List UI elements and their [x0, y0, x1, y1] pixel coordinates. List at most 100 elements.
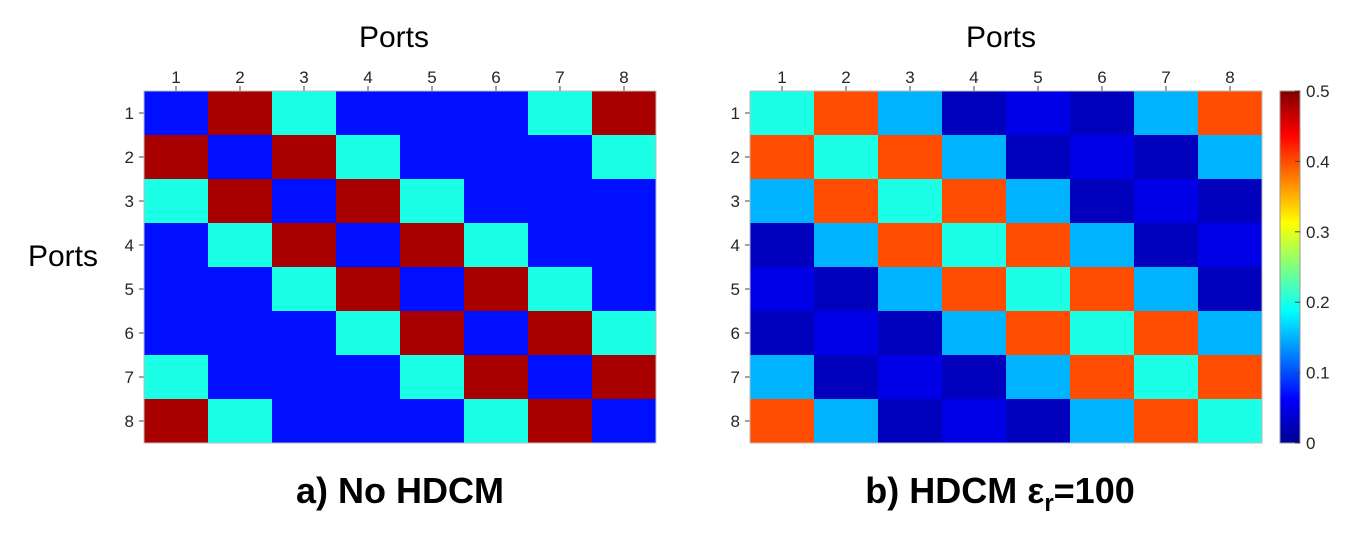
panel-a-cell-r4-c2 — [208, 223, 273, 268]
panel-b-y-tick-3: 3 — [731, 192, 740, 211]
panel-a-cell-r6-c7 — [528, 311, 593, 356]
panel-b-cell-r6-c2 — [814, 311, 879, 356]
panel-b-cell-r8-c8 — [1198, 399, 1263, 444]
panel-a-cell-r7-c4 — [336, 355, 401, 400]
panel-a-cell-r7-c5 — [400, 355, 465, 400]
panel-b-cell-r8-c2 — [814, 399, 879, 444]
panel-b-cell-r6-c6 — [1070, 311, 1135, 356]
panel-a-cell-r7-c1 — [144, 355, 209, 400]
panel-b-cell-r7-c4 — [942, 355, 1007, 400]
panel-a-x-tick-8: 8 — [619, 68, 628, 87]
panel-a-cell-r1-c8 — [592, 91, 657, 136]
panel-b-x-ticks: 1 2 3 4 5 6 7 8 — [777, 68, 1235, 91]
panel-b-x-tick-6: 6 — [1097, 68, 1106, 87]
panel-a-cell-r5-c4 — [336, 267, 401, 312]
panel-a-y-tick-7: 7 — [125, 368, 134, 387]
panel-a-y-tick-5: 5 — [125, 280, 134, 299]
panel-b-cell-r1-c6 — [1070, 91, 1135, 136]
panel-a-cell-r2-c5 — [400, 135, 465, 180]
panel-b-cell-r2-c4 — [942, 135, 1007, 180]
panel-b-caption: b) HDCM εr=100 — [865, 470, 1135, 517]
panel-b-y-tick-7: 7 — [731, 368, 740, 387]
panel-a-y-tick-6: 6 — [125, 324, 134, 343]
panel-a-cell-r1-c1 — [144, 91, 209, 136]
panel-b-cells — [750, 91, 1263, 444]
panel-a-cell-r5-c7 — [528, 267, 593, 312]
panel-b-cell-r6-c1 — [750, 311, 815, 356]
panel-b-cell-r5-c4 — [942, 267, 1007, 312]
panel-b-caption-sub: r — [1044, 490, 1053, 517]
panel-b-frame — [749, 90, 1263, 444]
panel-a-cell-r5-c1 — [144, 267, 209, 312]
panel-b-cell-r2-c1 — [750, 135, 815, 180]
panel-b-cell-r8-c3 — [878, 399, 943, 444]
panel-a-x-tick-2: 2 — [235, 68, 244, 87]
panel-a-x-ticks: 1 2 3 4 5 6 7 8 — [171, 68, 629, 91]
panel-a-cell-r7-c6 — [464, 355, 529, 400]
panel-a-cell-r8-c6 — [464, 399, 529, 444]
panel-b-y-tick-6: 6 — [731, 324, 740, 343]
panel-b-y-tick-2: 2 — [731, 148, 740, 167]
panel-b-cell-r8-c1 — [750, 399, 815, 444]
panel-a-cell-r3-c7 — [528, 179, 593, 224]
panel-b-cell-r6-c5 — [1006, 311, 1071, 356]
panel-a-cell-r3-c6 — [464, 179, 529, 224]
panel-a-cell-r8-c2 — [208, 399, 273, 444]
panel-b-cell-r7-c6 — [1070, 355, 1135, 400]
panel-a-y-tick-1: 1 — [125, 104, 134, 123]
panel-a-y-ticks: 1 2 3 4 5 6 7 8 — [125, 104, 144, 431]
panel-b-cell-r1-c5 — [1006, 91, 1071, 136]
panel-b-caption-tail: =100 — [1054, 470, 1135, 511]
colorbar-tick-4: 0.4 — [1306, 152, 1330, 171]
panel-b-cell-r2-c7 — [1134, 135, 1199, 180]
panel-b-cell-r5-c1 — [750, 267, 815, 312]
panel-a-cell-r2-c4 — [336, 135, 401, 180]
panel-b-cell-r3-c7 — [1134, 179, 1199, 224]
panel-b-cell-r4-c7 — [1134, 223, 1199, 268]
panel-b-cell-r7-c3 — [878, 355, 943, 400]
panel-b-x-tick-2: 2 — [841, 68, 850, 87]
panel-b-cell-r4-c3 — [878, 223, 943, 268]
panel-b-cell-r6-c8 — [1198, 311, 1263, 356]
panel-b-cell-r8-c5 — [1006, 399, 1071, 444]
colorbar — [1279, 90, 1301, 444]
colorbar-ticks: 0 0.1 0.2 0.3 0.4 0.5 — [1295, 82, 1330, 453]
panel-b-cell-r1-c4 — [942, 91, 1007, 136]
panel-b-x-title: Ports — [966, 21, 1036, 54]
panel-a-cell-r5-c5 — [400, 267, 465, 312]
panel-b-cell-r2-c3 — [878, 135, 943, 180]
panel-a-cell-r6-c3 — [272, 311, 337, 356]
panel-a-cell-r8-c3 — [272, 399, 337, 444]
panel-b-cell-r5-c3 — [878, 267, 943, 312]
panel-a-cell-r4-c7 — [528, 223, 593, 268]
panel-a-cell-r3-c3 — [272, 179, 337, 224]
panel-b-cell-r3-c8 — [1198, 179, 1263, 224]
panel-a-cell-r1-c5 — [400, 91, 465, 136]
panel-a-cell-r6-c5 — [400, 311, 465, 356]
panel-a-cell-r5-c6 — [464, 267, 529, 312]
panel-a-cell-r1-c4 — [336, 91, 401, 136]
panel-a-cell-r1-c6 — [464, 91, 529, 136]
panel-b-cell-r3-c1 — [750, 179, 815, 224]
panel-b-cell-r8-c4 — [942, 399, 1007, 444]
panel-b-cell-r8-c6 — [1070, 399, 1135, 444]
panel-a-cell-r2-c6 — [464, 135, 529, 180]
colorbar-tick-5: 0.5 — [1306, 82, 1330, 101]
panel-b-cell-r1-c1 — [750, 91, 815, 136]
panel-b-cell-r4-c1 — [750, 223, 815, 268]
panel-a-x-tick-1: 1 — [171, 68, 180, 87]
panel-b-y-ticks: 1 2 3 4 5 6 7 8 — [731, 104, 750, 431]
panel-b-cell-r4-c2 — [814, 223, 879, 268]
panel-b-x-tick-4: 4 — [969, 68, 978, 87]
panel-b-cell-r7-c5 — [1006, 355, 1071, 400]
panel-b-cell-r7-c8 — [1198, 355, 1263, 400]
panel-a-cell-r5-c3 — [272, 267, 337, 312]
panel-b-cell-r6-c3 — [878, 311, 943, 356]
panel-a-x-tick-4: 4 — [363, 68, 372, 87]
panel-b-cell-r4-c4 — [942, 223, 1007, 268]
panel-b-cell-r1-c3 — [878, 91, 943, 136]
panel-b-caption-main: b) HDCM ε — [865, 470, 1044, 511]
panel-a-cell-r2-c2 — [208, 135, 273, 180]
panel-a-cell-r1-c2 — [208, 91, 273, 136]
